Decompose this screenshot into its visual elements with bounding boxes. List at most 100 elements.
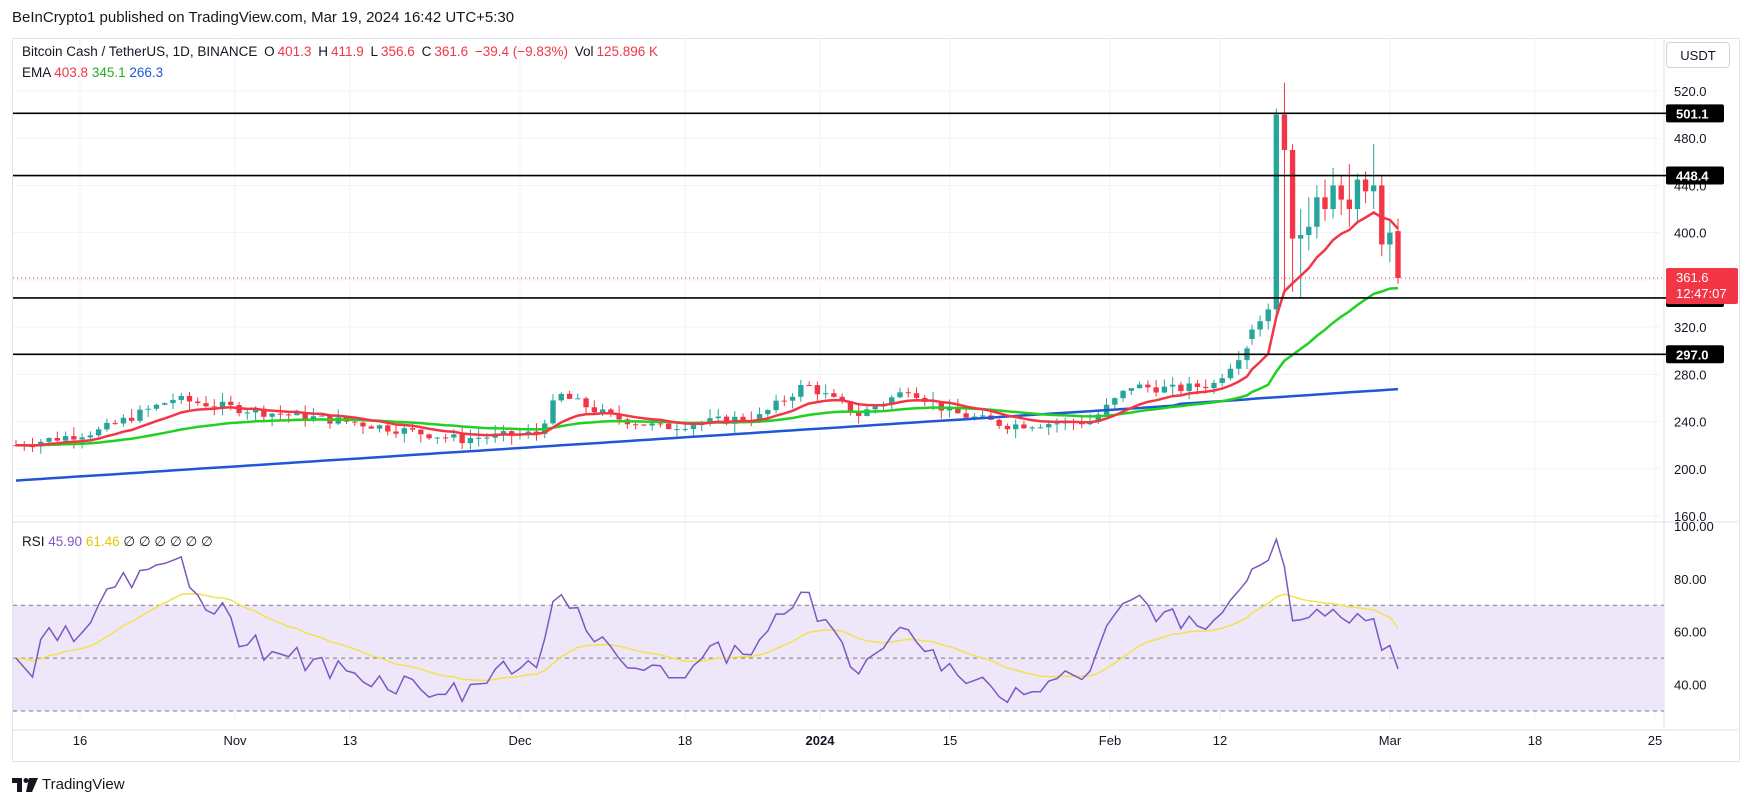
candle-up xyxy=(475,437,482,439)
time-tick-label: Mar xyxy=(1379,733,1402,748)
candle-up xyxy=(252,408,259,413)
last-price-label: 361.6 xyxy=(1676,270,1709,285)
candle-down xyxy=(632,424,639,426)
candle-up xyxy=(1306,226,1312,236)
candle-down xyxy=(71,436,77,440)
candle-up xyxy=(765,410,771,415)
candle-up xyxy=(170,399,176,404)
price-tick-label: 400.0 xyxy=(1674,226,1707,241)
ema-label[interactable]: EMA xyxy=(22,65,51,80)
candle-up xyxy=(401,428,407,434)
time-tick-label: 15 xyxy=(943,733,957,748)
candle-up xyxy=(120,417,127,424)
candle-down xyxy=(1346,199,1353,210)
candle-down xyxy=(591,407,598,413)
candle-down xyxy=(938,401,945,411)
ema-legend: EMA 403.8 345.1 266.3 xyxy=(22,65,163,80)
candle-down xyxy=(54,438,60,441)
candle-up xyxy=(798,385,804,397)
candle-up xyxy=(599,409,606,413)
candle-up xyxy=(153,404,160,409)
candle-down xyxy=(1338,185,1344,200)
candle-up xyxy=(1297,235,1304,239)
candle-down xyxy=(261,408,267,417)
candle-up xyxy=(178,396,184,400)
candle-down xyxy=(385,425,391,432)
candle-down xyxy=(228,401,234,406)
candle-down xyxy=(1021,424,1027,429)
ema-short-value: 403.8 xyxy=(54,65,89,80)
rsi-extra-values: ∅ ∅ ∅ ∅ ∅ ∅ xyxy=(123,534,213,549)
candle-up xyxy=(889,397,895,404)
candle-up xyxy=(897,392,903,398)
candle-up xyxy=(789,396,796,401)
candle-up xyxy=(1095,414,1101,422)
candle-down xyxy=(368,426,374,429)
candle-up xyxy=(434,437,441,439)
candle-up xyxy=(376,425,383,429)
tradingview-logo-icon xyxy=(12,777,38,792)
candle-up xyxy=(1219,378,1225,383)
candle-up xyxy=(95,429,102,436)
candle-up xyxy=(46,438,52,442)
candle-down xyxy=(1145,384,1151,388)
rsi-legend: RSI 45.90 61.46 ∅ ∅ ∅ ∅ ∅ ∅ xyxy=(22,534,213,550)
candle-up xyxy=(822,393,829,395)
candle-up xyxy=(104,422,110,430)
candle-up xyxy=(1387,232,1393,245)
open-label: O xyxy=(264,44,275,59)
time-tick-label: 12 xyxy=(1213,733,1227,748)
candle-down xyxy=(1004,425,1011,430)
candle-down xyxy=(996,419,1002,426)
price-tick-label: 320.0 xyxy=(1674,320,1707,335)
candle-up xyxy=(971,416,978,418)
level-tag xyxy=(1666,104,1724,123)
candle-down xyxy=(740,416,746,421)
candle-up xyxy=(1370,185,1377,192)
price-tick-label: 240.0 xyxy=(1674,415,1707,430)
rsi-label[interactable]: RSI xyxy=(22,534,45,549)
candle-up xyxy=(484,437,490,439)
symbol-legend: Bitcoin Cash / TetherUS, 1D, BINANCE O 40… xyxy=(22,44,661,59)
candle-up xyxy=(219,401,226,408)
candle-down xyxy=(1178,384,1184,392)
ema-short-line xyxy=(15,211,1399,447)
candle-down xyxy=(583,398,589,408)
candle-down xyxy=(459,434,465,444)
candle-up xyxy=(310,416,317,421)
candle-up xyxy=(1236,360,1242,369)
time-tick-label: Feb xyxy=(1099,733,1121,748)
candle-up xyxy=(872,406,878,410)
currency-button[interactable]: USDT xyxy=(1666,42,1730,68)
candle-down xyxy=(418,429,424,435)
candle-down xyxy=(203,403,209,407)
candle-down xyxy=(905,392,911,394)
candle-up xyxy=(87,435,94,438)
candle-up xyxy=(1211,382,1217,389)
price-tick-label: 200.0 xyxy=(1674,462,1707,477)
candle-up xyxy=(682,429,688,431)
candle-down xyxy=(1281,114,1288,151)
time-tick-label: Dec xyxy=(508,733,532,748)
candle-down xyxy=(955,407,961,414)
level-tag xyxy=(1666,345,1724,364)
candle-down xyxy=(608,409,614,414)
ema-long-value: 266.3 xyxy=(129,65,164,80)
symbol-name[interactable]: Bitcoin Cash / TetherUS, 1D, BINANCE xyxy=(22,44,258,59)
candle-up xyxy=(575,398,581,400)
candle-up xyxy=(1128,388,1135,391)
candle-up xyxy=(145,408,151,410)
close-label: C xyxy=(421,44,432,59)
candle-up xyxy=(1354,179,1361,210)
candle-up xyxy=(162,403,168,405)
candle-down xyxy=(186,396,193,402)
rsi-tick-label: 100.00 xyxy=(1674,519,1714,534)
time-tick-label: 25 xyxy=(1648,733,1662,748)
candle-down xyxy=(393,431,399,434)
price-tick-label: 160.0 xyxy=(1674,509,1707,524)
candle-up xyxy=(318,415,325,417)
candle-up xyxy=(1330,185,1336,210)
rsi-line xyxy=(15,536,1399,704)
published-caption: BeInCrypto1 published on TradingView.com… xyxy=(12,9,515,26)
